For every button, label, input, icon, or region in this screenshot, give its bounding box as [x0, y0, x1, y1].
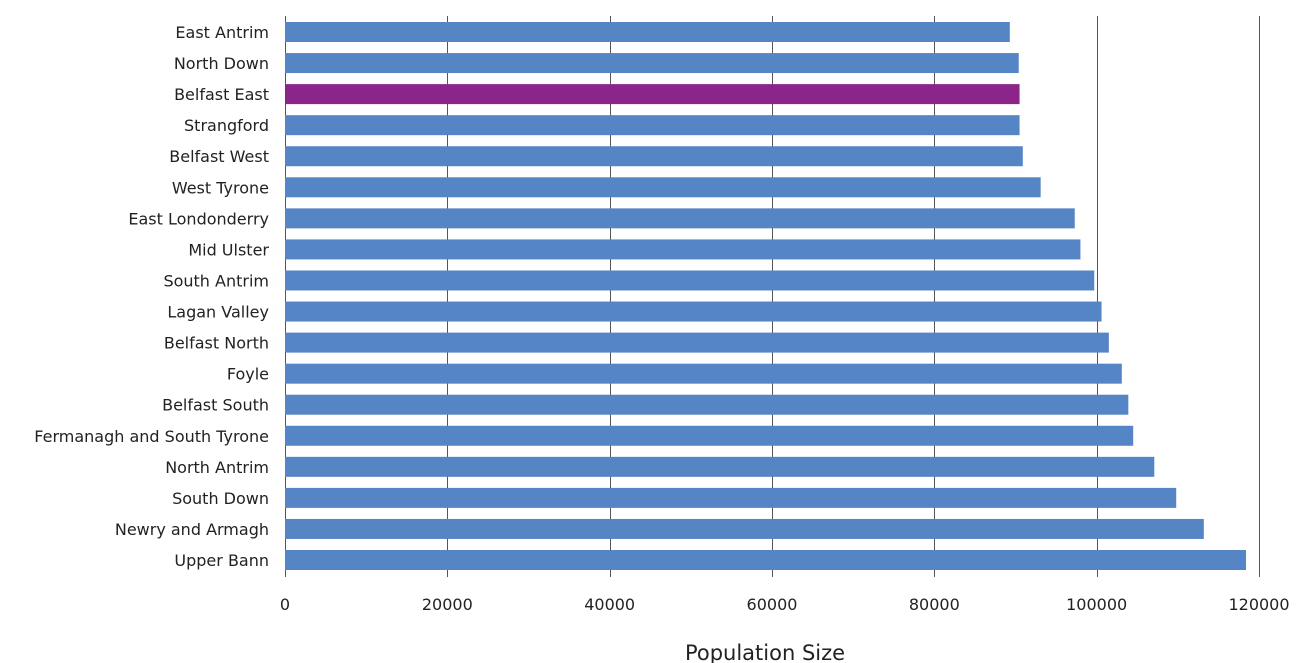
bar-upper-bann [285, 550, 1247, 571]
category-label-north-antrim: North Antrim [165, 458, 269, 477]
category-label-strangford: Strangford [184, 116, 269, 135]
x-tick-label-120000: 120000 [1228, 595, 1289, 614]
category-label-west-tyrone: West Tyrone [172, 178, 269, 197]
bar-west-tyrone [285, 177, 1041, 198]
category-label-south-antrim: South Antrim [163, 271, 269, 290]
bar-newry-and-armagh [285, 518, 1204, 539]
bar-mid-ulster [285, 239, 1081, 260]
category-label-north-down: North Down [174, 54, 269, 73]
bars [285, 22, 1247, 571]
bar-south-antrim [285, 270, 1095, 291]
grid-lines [285, 16, 1260, 577]
bar-south-down [285, 487, 1177, 508]
category-label-east-londonderry: East Londonderry [128, 209, 269, 228]
category-label-belfast-north: Belfast North [164, 334, 269, 353]
bar-fermanagh-and-south-tyrone [285, 425, 1134, 446]
bar-east-antrim [285, 22, 1010, 42]
category-label-foyle: Foyle [227, 365, 269, 384]
category-labels: East Antrim North Down Belfast East Strangf… [34, 23, 269, 570]
category-label-belfast-west: Belfast West [169, 147, 269, 166]
x-tick-label-80000: 80000 [909, 595, 960, 614]
bar-strangford [285, 115, 1020, 136]
category-label-fermanagh-and-south-tyrone: Fermanagh and South Tyrone [34, 427, 269, 446]
category-label-lagan-valley: Lagan Valley [167, 303, 269, 322]
bar-belfast-west [285, 146, 1023, 167]
category-label-mid-ulster: Mid Ulster [188, 240, 269, 259]
category-label-belfast-east: Belfast East [174, 85, 269, 104]
bar-belfast-south [285, 394, 1129, 415]
x-axis-title: Population Size [685, 641, 845, 663]
category-label-newry-and-armagh: Newry and Armagh [115, 520, 269, 539]
x-tick-label-60000: 60000 [747, 595, 798, 614]
x-tick-label-100000: 100000 [1066, 595, 1127, 614]
bar-belfast-east [285, 84, 1020, 105]
bar-lagan-valley [285, 301, 1102, 322]
category-label-south-down: South Down [172, 489, 269, 508]
x-tick-labels: 0 20000 40000 60000 80000 100000 120000 [280, 595, 1290, 614]
bar-belfast-north [285, 332, 1109, 353]
bar-north-antrim [285, 456, 1155, 477]
bar-north-down [285, 53, 1019, 74]
bar-foyle [285, 363, 1122, 384]
x-tick-label-40000: 40000 [584, 595, 635, 614]
category-label-upper-bann: Upper Bann [174, 551, 269, 570]
bar-east-londonderry [285, 208, 1075, 229]
category-label-belfast-south: Belfast South [162, 396, 269, 415]
x-tick-label-0: 0 [280, 595, 290, 614]
x-tick-label-20000: 20000 [422, 595, 473, 614]
category-label-east-antrim: East Antrim [175, 23, 269, 42]
